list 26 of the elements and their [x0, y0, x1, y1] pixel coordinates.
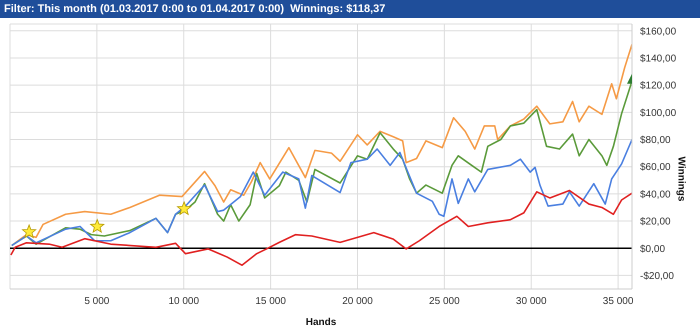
point: [177, 201, 192, 215]
y-tick-label: $120,00: [640, 80, 677, 92]
y-tick-label: $100,00: [640, 108, 677, 119]
x-tick-label: 5 000: [84, 296, 110, 308]
x-tick-label: 15 000: [255, 296, 286, 308]
y-tick-label: $40,00: [640, 189, 672, 200]
x-tick-label: 25 000: [429, 296, 460, 308]
point: [22, 224, 36, 238]
x-axis-title: Hands: [306, 317, 337, 328]
x-tick-label: 10 000: [168, 296, 200, 308]
x-tick-label: 20 000: [342, 296, 374, 308]
x-tick-label: 30 000: [516, 296, 547, 308]
y-tick-label: $0,00: [640, 244, 666, 255]
y-tick-label: $20,00: [640, 216, 672, 228]
chart-title: Filter: This month (01.03.2017 0:00 to 01.04.2017 0:00) Winnings: $118,37: [0, 0, 700, 18]
point: [90, 219, 104, 233]
line-series: [10, 44, 632, 246]
y-axis-title: Winnings: [675, 156, 686, 202]
y-tick-label: $80,00: [640, 135, 672, 146]
x-tick-label: 35 000: [602, 296, 634, 308]
line-series: [10, 138, 632, 246]
y-tick-label: $60,00: [640, 162, 672, 174]
line-series: [10, 190, 632, 266]
y-tick-label: $140,00: [640, 54, 677, 65]
y-tick-label: -$20,00: [640, 270, 674, 282]
y-tick-label: $160,00: [640, 26, 677, 38]
